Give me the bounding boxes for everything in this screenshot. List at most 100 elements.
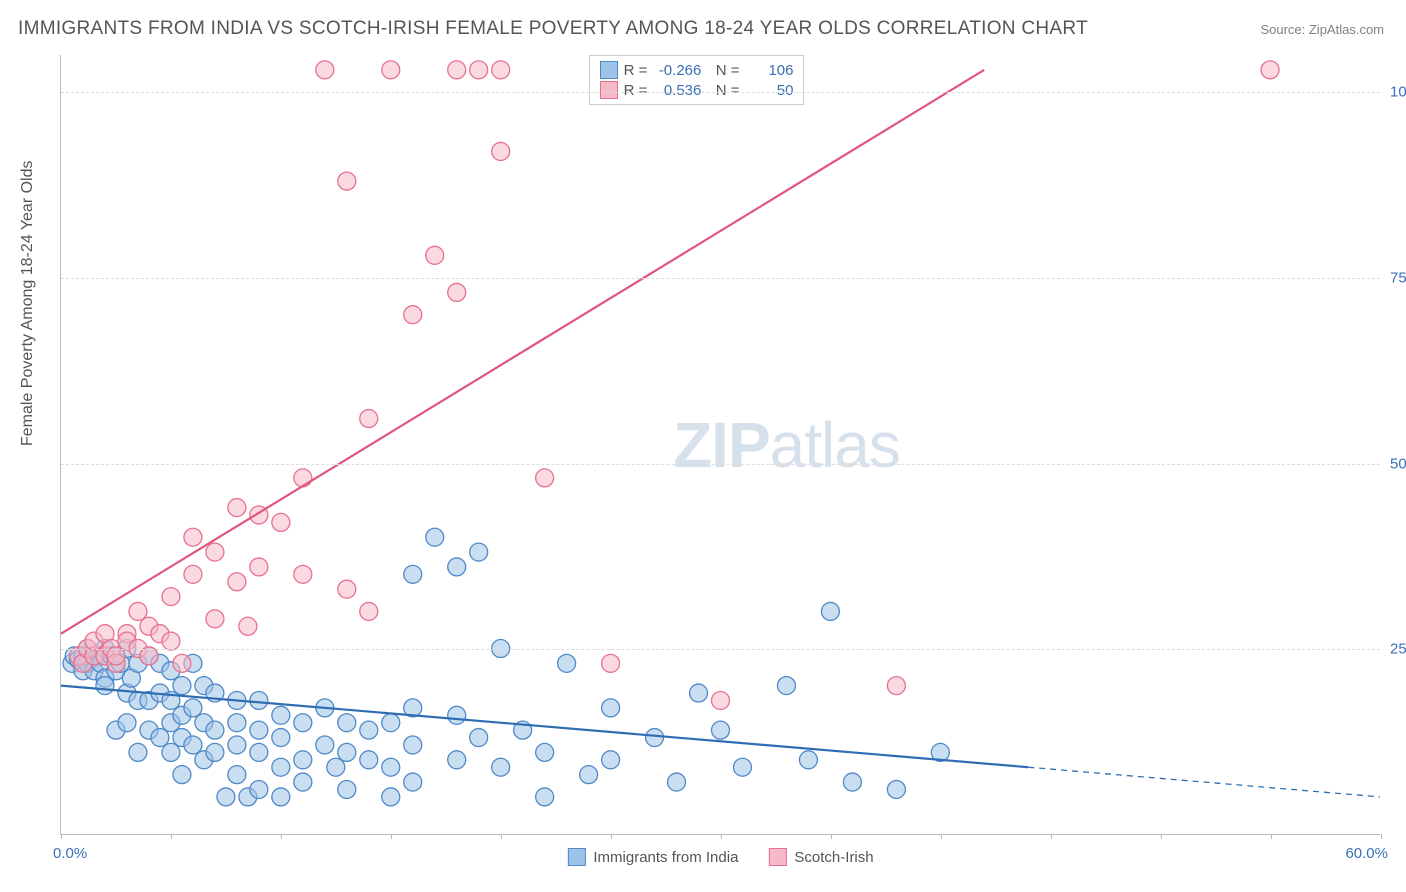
data-point bbox=[580, 766, 598, 784]
legend-swatch-bottom-0 bbox=[567, 848, 585, 866]
x-tick bbox=[391, 834, 392, 839]
data-point bbox=[338, 580, 356, 598]
data-point bbox=[206, 610, 224, 628]
r-value-0: -0.266 bbox=[653, 62, 701, 79]
data-point bbox=[206, 721, 224, 739]
data-point bbox=[184, 528, 202, 546]
data-point bbox=[129, 602, 147, 620]
data-point bbox=[250, 721, 268, 739]
data-point bbox=[294, 565, 312, 583]
data-point bbox=[338, 714, 356, 732]
data-point bbox=[129, 743, 147, 761]
data-point bbox=[602, 699, 620, 717]
data-point bbox=[173, 654, 191, 672]
data-point bbox=[602, 654, 620, 672]
data-point bbox=[404, 773, 422, 791]
data-point bbox=[184, 736, 202, 754]
correlation-legend: R = -0.266 N = 106 R = 0.536 N = 50 bbox=[589, 55, 805, 105]
x-tick bbox=[721, 834, 722, 839]
x-tick bbox=[1051, 834, 1052, 839]
scatter-svg bbox=[61, 55, 1380, 834]
data-point bbox=[382, 788, 400, 806]
x-tick bbox=[941, 834, 942, 839]
data-point bbox=[777, 677, 795, 695]
data-point bbox=[327, 758, 345, 776]
data-point bbox=[690, 684, 708, 702]
y-axis-title: Female Poverty Among 18-24 Year Olds bbox=[19, 161, 37, 447]
data-point bbox=[382, 714, 400, 732]
y-tick-label: 25.0% bbox=[1382, 641, 1406, 658]
data-point bbox=[799, 751, 817, 769]
data-point bbox=[184, 699, 202, 717]
data-point bbox=[668, 773, 686, 791]
data-point bbox=[887, 677, 905, 695]
data-point bbox=[733, 758, 751, 776]
x-tick bbox=[1161, 834, 1162, 839]
data-point bbox=[360, 410, 378, 428]
grid-line bbox=[61, 649, 1380, 650]
data-point bbox=[162, 588, 180, 606]
data-point bbox=[843, 773, 861, 791]
data-point bbox=[162, 743, 180, 761]
chart-title: IMMIGRANTS FROM INDIA VS SCOTCH-IRISH FE… bbox=[18, 18, 1088, 40]
data-point bbox=[173, 677, 191, 695]
x-origin-label: 0.0% bbox=[53, 845, 87, 862]
series-name-1: Scotch-Irish bbox=[794, 849, 873, 866]
legend-row-series-1: R = 0.536 N = 50 bbox=[600, 80, 794, 100]
data-point bbox=[404, 565, 422, 583]
data-point bbox=[250, 558, 268, 576]
data-point bbox=[338, 743, 356, 761]
trend-line-extrapolated bbox=[1028, 767, 1380, 797]
data-point bbox=[228, 766, 246, 784]
x-tick bbox=[1381, 834, 1382, 839]
legend-row-series-0: R = -0.266 N = 106 bbox=[600, 60, 794, 80]
data-point bbox=[250, 743, 268, 761]
data-point bbox=[712, 721, 730, 739]
data-point bbox=[228, 714, 246, 732]
data-point bbox=[448, 61, 466, 79]
data-point bbox=[316, 736, 334, 754]
legend-item-1: Scotch-Irish bbox=[768, 848, 873, 866]
data-point bbox=[294, 773, 312, 791]
data-point bbox=[448, 283, 466, 301]
data-point bbox=[536, 743, 554, 761]
data-point bbox=[426, 528, 444, 546]
data-point bbox=[360, 602, 378, 620]
data-point bbox=[228, 736, 246, 754]
data-point bbox=[239, 617, 257, 635]
data-point bbox=[294, 469, 312, 487]
data-point bbox=[602, 751, 620, 769]
data-point bbox=[382, 758, 400, 776]
data-point bbox=[448, 751, 466, 769]
data-point bbox=[426, 246, 444, 264]
data-point bbox=[96, 677, 114, 695]
data-point bbox=[492, 61, 510, 79]
data-point bbox=[360, 721, 378, 739]
x-tick bbox=[611, 834, 612, 839]
data-point bbox=[228, 499, 246, 517]
data-point bbox=[151, 729, 169, 747]
x-tick bbox=[171, 834, 172, 839]
source-attribution: Source: ZipAtlas.com bbox=[1260, 22, 1384, 37]
data-point bbox=[162, 632, 180, 650]
data-point bbox=[316, 61, 334, 79]
legend-item-0: Immigrants from India bbox=[567, 848, 738, 866]
data-point bbox=[294, 751, 312, 769]
data-point bbox=[448, 706, 466, 724]
data-point bbox=[272, 758, 290, 776]
trend-line bbox=[61, 70, 984, 634]
data-point bbox=[558, 654, 576, 672]
data-point bbox=[173, 766, 191, 784]
data-point bbox=[250, 780, 268, 798]
data-point bbox=[492, 142, 510, 160]
y-tick-label: 50.0% bbox=[1382, 455, 1406, 472]
data-point bbox=[294, 714, 312, 732]
grid-line bbox=[61, 92, 1380, 93]
data-point bbox=[470, 729, 488, 747]
data-point bbox=[338, 172, 356, 190]
x-tick bbox=[61, 834, 62, 839]
legend-swatch-bottom-1 bbox=[768, 848, 786, 866]
data-point bbox=[470, 543, 488, 561]
data-point bbox=[184, 565, 202, 583]
data-point bbox=[206, 743, 224, 761]
